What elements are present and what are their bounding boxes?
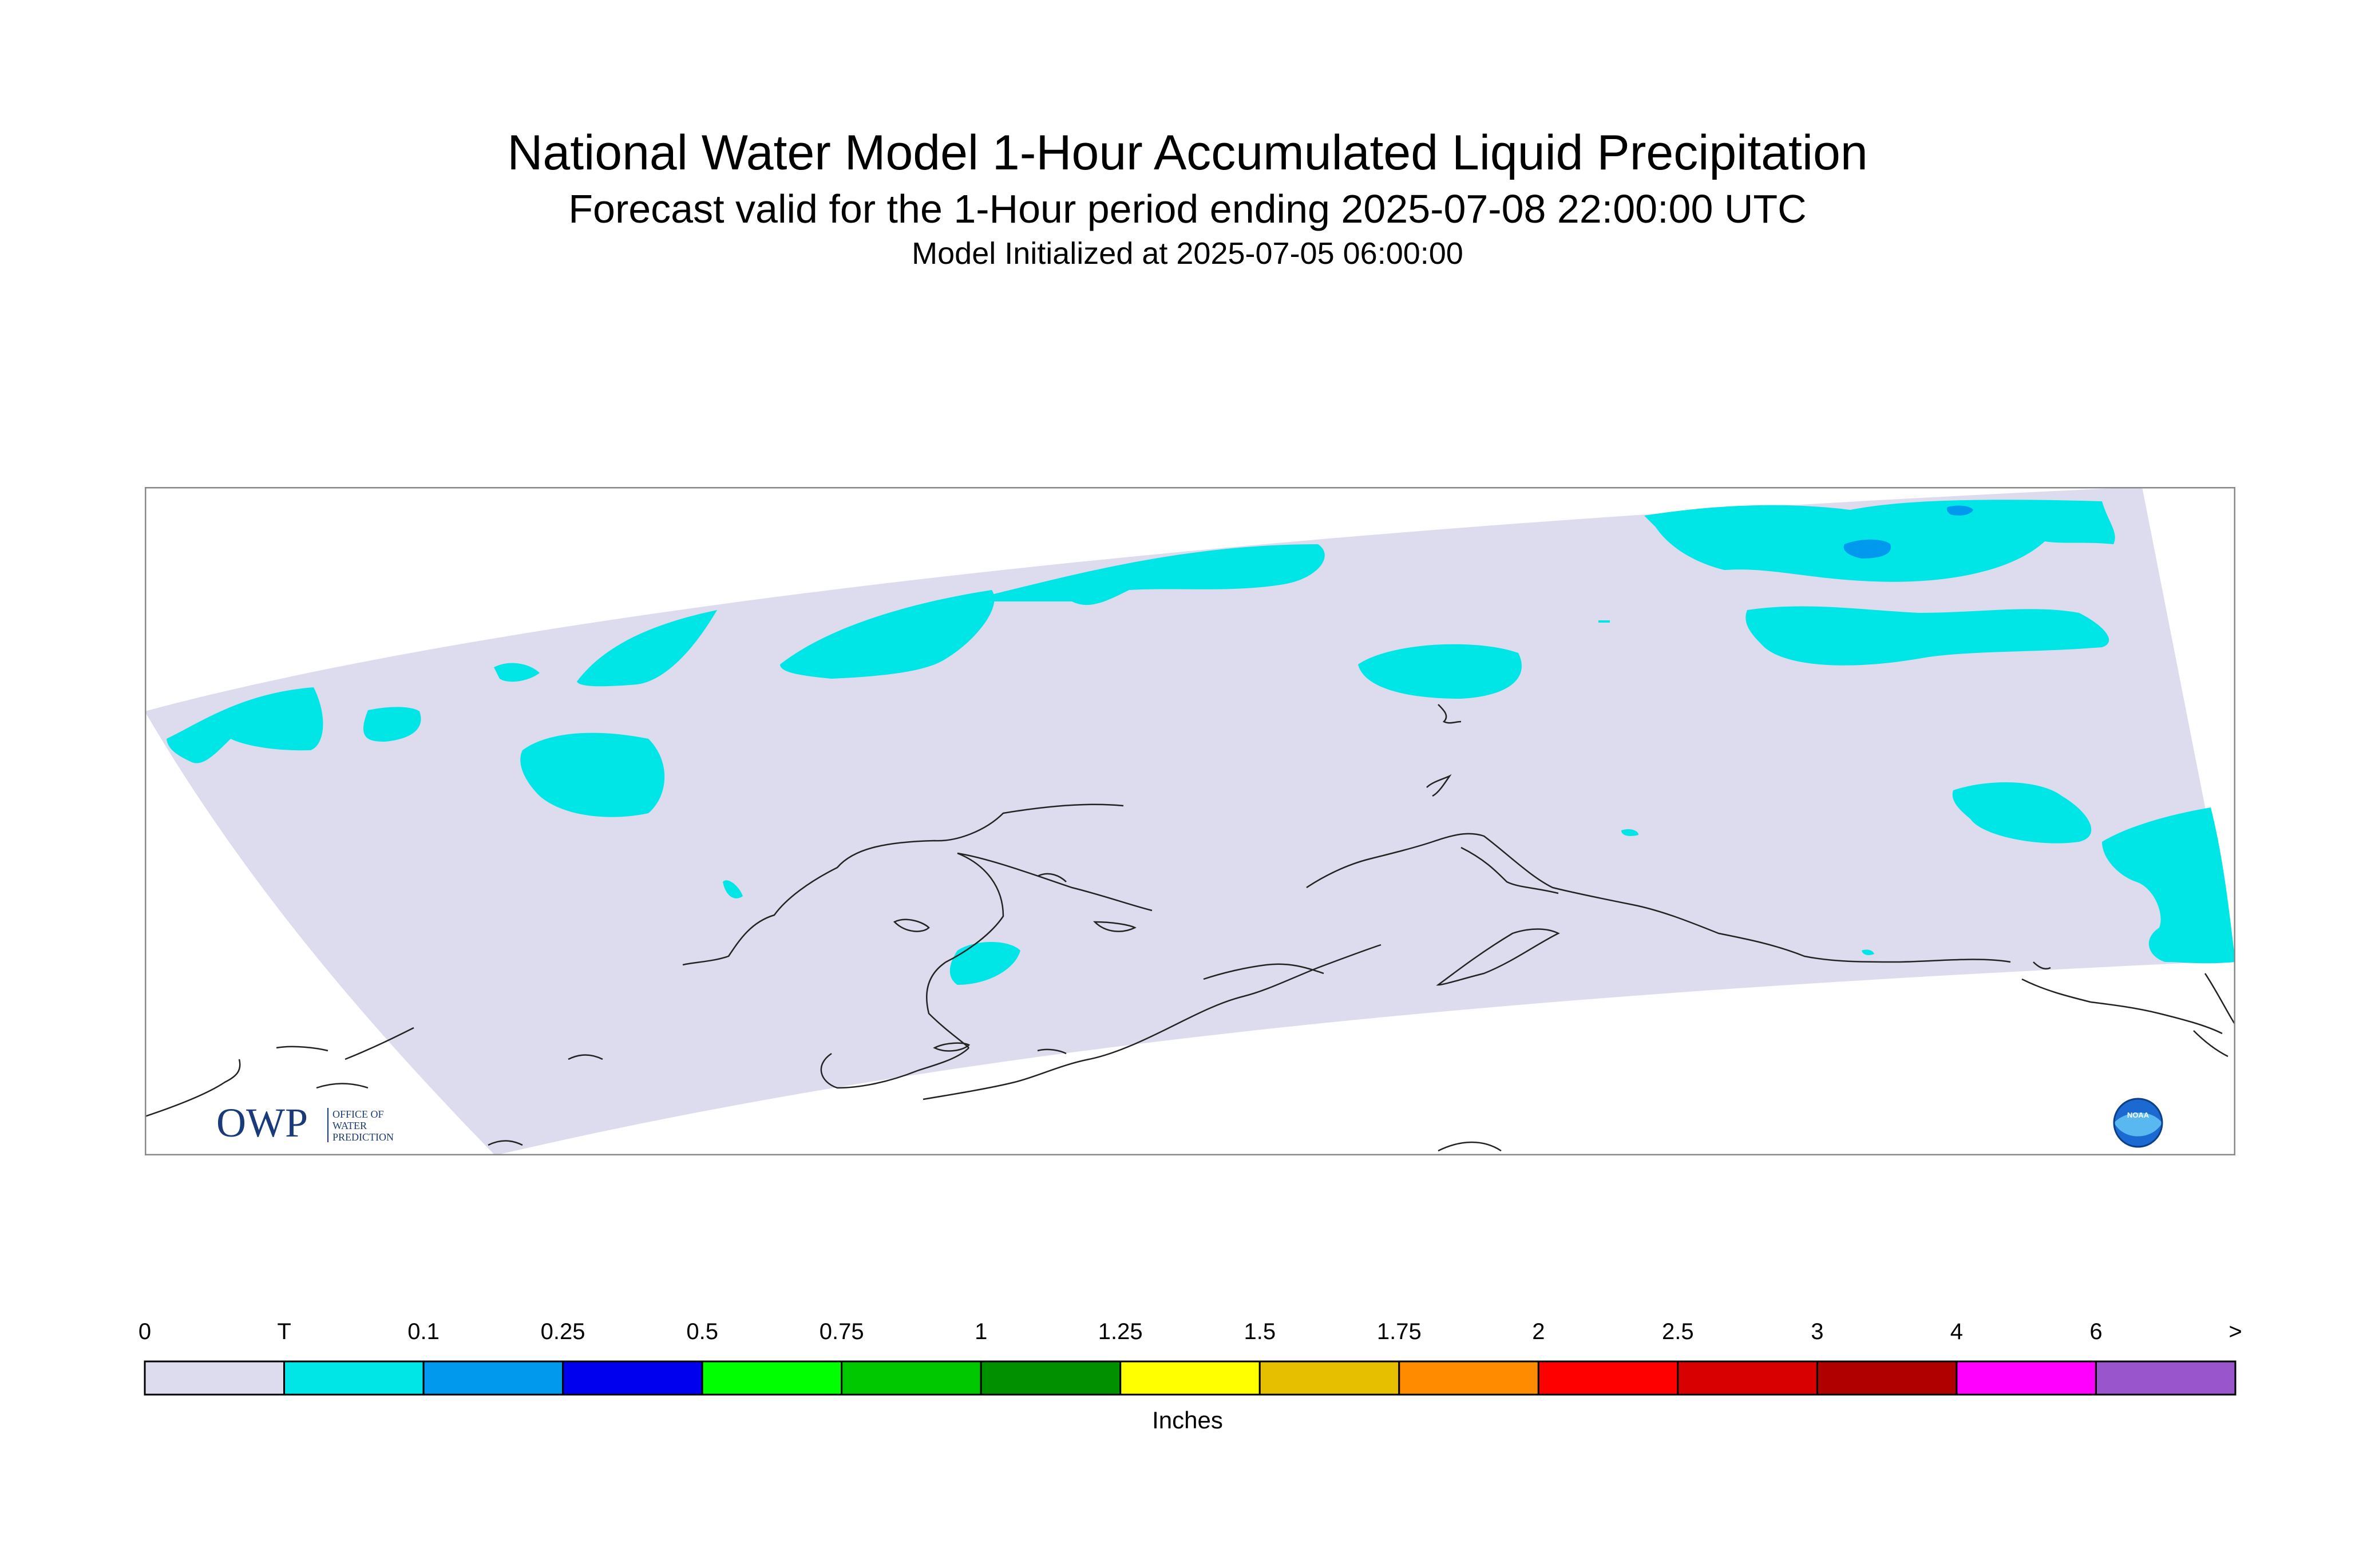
map-subtitle: Forecast valid for the 1-Hour period end…: [568, 187, 1807, 231]
legend-color-cell: [1537, 1360, 1679, 1396]
owp-logo-sub-2: WATER: [332, 1120, 367, 1131]
legend-color-cell: [422, 1360, 564, 1396]
legend-labels: 0 T 0.1 0.25 0.5 0.75 1 1.25 1.5 1.75 2 2.5 3 4 6 >: [138, 1319, 2242, 1344]
legend-color-cell: [1398, 1360, 1539, 1396]
noaa-logo-text: NOAA: [2127, 1111, 2150, 1119]
legend-color-cell: [1956, 1360, 2097, 1396]
owp-logo-sub-3: PREDICTION: [332, 1131, 394, 1143]
legend-tick-label: 0: [138, 1319, 151, 1344]
map-title: National Water Model 1-Hour Accumulated …: [507, 125, 1868, 180]
precipitation-map[interactable]: OWP OFFICE OF WATER PREDICTION NOAA: [145, 487, 2235, 1155]
legend-color-cell: [1258, 1360, 1400, 1396]
legend-color-cell: [2095, 1360, 2237, 1396]
legend-color-cell: [841, 1360, 982, 1396]
legend-color-cell: [562, 1360, 703, 1396]
legend-tick-label: 4: [1950, 1319, 1963, 1344]
legend-tick-label: 1: [975, 1319, 987, 1344]
legend-color-cell: [1816, 1360, 1958, 1396]
coastlines: [145, 704, 2235, 1152]
legend-tick-label: 2.5: [1662, 1319, 1694, 1344]
legend-tick-label: 1.5: [1244, 1319, 1276, 1344]
legend-tick-label: 0.5: [686, 1319, 718, 1344]
legend-tick-label: 6: [2089, 1319, 2102, 1344]
legend-units-label: Inches: [1152, 1407, 1223, 1434]
legend-tick-label: 1.25: [1098, 1319, 1143, 1344]
legend-tick-label: >: [2228, 1319, 2242, 1344]
map-frame: [145, 487, 2235, 1155]
legend-tick-label: 3: [1811, 1319, 1823, 1344]
legend-color-cell: [1677, 1360, 1818, 1396]
legend-color-cell: [1119, 1360, 1261, 1396]
legend-tick-label: 2: [1532, 1319, 1545, 1344]
legend-color-cell: [144, 1360, 286, 1396]
legend-cells: [144, 1360, 2237, 1396]
legend-color-cell: [283, 1360, 425, 1396]
noaa-logo: NOAA: [2113, 1098, 2163, 1148]
owp-logo-sub-1: OFFICE OF: [332, 1108, 384, 1120]
legend-tick-label: 1.75: [1377, 1319, 1422, 1344]
legend-tick-label: 0.25: [541, 1319, 585, 1344]
legend-tick-label: T: [277, 1319, 291, 1344]
owp-logo: OWP OFFICE OF WATER PREDICTION: [216, 1100, 394, 1146]
legend-color-cell: [980, 1360, 1122, 1396]
precip-light-blue-areas: [1843, 505, 1973, 559]
legend-color-cell: [701, 1360, 843, 1396]
model-init-text: Model Initialized at 2025-07-05 06:00:00: [912, 236, 1463, 271]
owp-logo-text: OWP: [216, 1100, 308, 1146]
legend-tick-label: 0.1: [407, 1319, 440, 1344]
legend-tick-label: 0.75: [820, 1319, 864, 1344]
